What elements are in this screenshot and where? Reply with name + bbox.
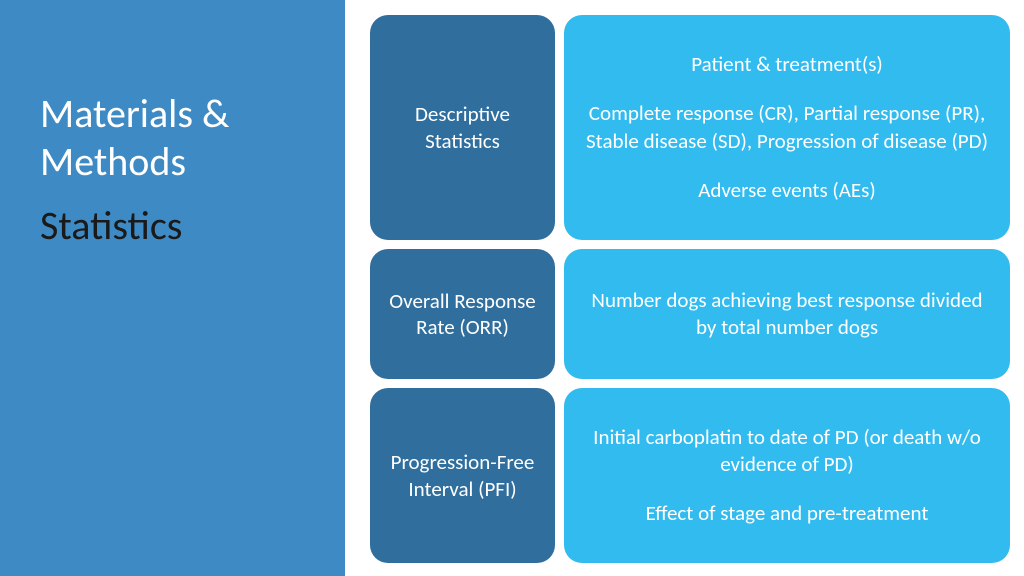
label-pfi: Progression-Free Interval (PFI) — [370, 388, 555, 563]
slide-title: Materials & Methods — [40, 90, 315, 186]
desc-line: Adverse events (AEs) — [584, 177, 990, 204]
desc-line: Initial carboplatin to date of PD (or de… — [584, 424, 990, 479]
slide-subtitle: Statistics — [40, 201, 315, 250]
row-orr: Overall Response Rate (ORR) Number dogs … — [370, 249, 1010, 379]
content-grid: Descriptive Statistics Patient & treatme… — [370, 15, 1010, 563]
desc-pfi: Initial carboplatin to date of PD (or de… — [564, 388, 1010, 563]
desc-line: Complete response (CR), Partial response… — [584, 100, 990, 155]
row-pfi: Progression-Free Interval (PFI) Initial … — [370, 388, 1010, 563]
sidebar-panel: Materials & Methods Statistics — [0, 0, 345, 576]
label-descriptive: Descriptive Statistics — [370, 15, 555, 240]
desc-orr: Number dogs achieving best response divi… — [564, 249, 1010, 379]
desc-line: Effect of stage and pre-treatment — [584, 500, 990, 527]
label-orr: Overall Response Rate (ORR) — [370, 249, 555, 379]
desc-descriptive: Patient & treatment(s) Complete response… — [564, 15, 1010, 240]
row-descriptive: Descriptive Statistics Patient & treatme… — [370, 15, 1010, 240]
desc-line: Patient & treatment(s) — [584, 51, 990, 78]
desc-line: Number dogs achieving best response divi… — [584, 287, 990, 342]
